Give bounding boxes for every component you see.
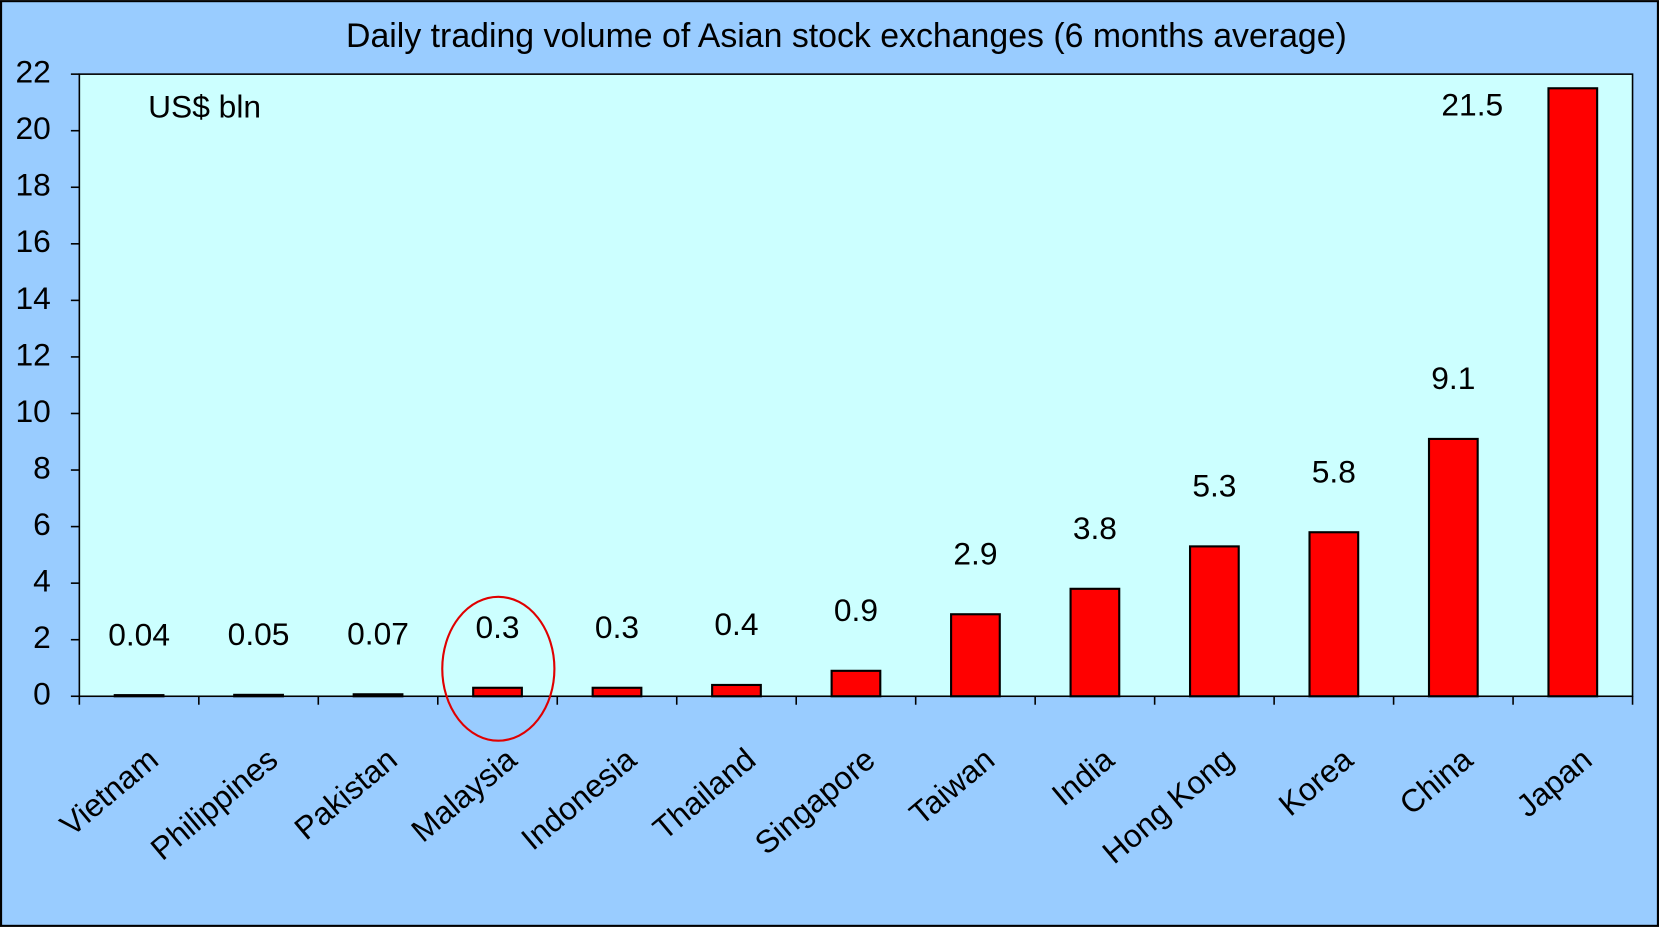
value-label: 5.3: [1192, 468, 1236, 504]
value-label: 9.1: [1431, 360, 1475, 396]
value-label: 0.3: [595, 609, 639, 645]
y-tick-label: 2: [33, 619, 51, 655]
value-label: 0.4: [714, 606, 758, 642]
bar: [1427, 437, 1479, 698]
y-tick-label: 14: [15, 280, 50, 316]
value-label: 2.9: [953, 535, 997, 571]
y-tick-label: 18: [15, 167, 50, 203]
y-tick-label: 22: [15, 54, 50, 90]
unit-annotation: US$ bln: [148, 88, 261, 124]
y-tick-label: 12: [15, 336, 50, 372]
y-tick-label: 4: [33, 563, 51, 599]
bar: [591, 686, 643, 698]
value-label: 0.04: [108, 616, 170, 652]
chart-title: Daily trading volume of Asian stock exch…: [346, 17, 1347, 55]
bar: [1069, 587, 1121, 698]
bar: [113, 694, 165, 698]
bar: [1188, 545, 1240, 698]
highlight-circle: [441, 595, 556, 742]
bar: [1308, 531, 1360, 698]
y-tick-label: 0: [33, 676, 51, 712]
y-tick-label: 20: [15, 110, 50, 146]
value-label: 0.05: [228, 616, 290, 652]
y-tick-label: 10: [15, 393, 50, 429]
value-label: 0.07: [347, 615, 409, 651]
bar: [233, 693, 284, 698]
value-label: 21.5: [1441, 87, 1503, 123]
bar: [950, 613, 1001, 698]
bar: [1547, 87, 1599, 698]
y-tick-label: 6: [33, 506, 51, 542]
y-tick-label: 8: [33, 449, 51, 485]
bar: [352, 693, 404, 698]
value-label: 0.3: [475, 609, 519, 645]
bar: [711, 683, 762, 698]
y-tick-label: 16: [15, 223, 50, 259]
value-label: 5.8: [1312, 453, 1356, 489]
bar: [472, 686, 523, 698]
bar: [830, 669, 882, 698]
value-label: 3.8: [1073, 510, 1117, 546]
plot-area: [78, 73, 1634, 698]
value-label: 0.9: [834, 592, 878, 628]
